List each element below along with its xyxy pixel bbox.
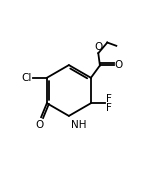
Text: F: F — [106, 94, 112, 104]
Text: Cl: Cl — [22, 73, 32, 83]
Text: NH: NH — [71, 119, 86, 130]
Text: O: O — [35, 120, 44, 130]
Text: F: F — [106, 103, 112, 113]
Text: O: O — [94, 42, 102, 52]
Text: O: O — [115, 60, 123, 70]
